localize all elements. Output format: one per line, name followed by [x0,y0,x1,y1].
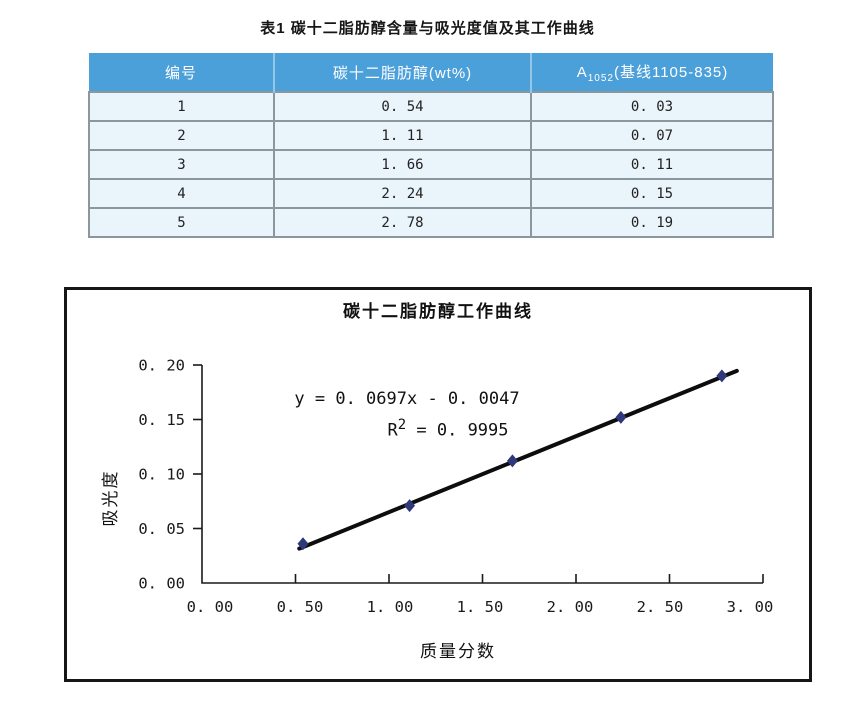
table-cell: 1. 11 [273,120,532,151]
table-row: 5 2. 78 0. 19 [88,207,774,238]
table-row: 2 1. 11 0. 07 [88,120,774,151]
x-tick-label: 2. 50 [637,598,684,616]
table-row: 3 1. 66 0. 11 [88,149,774,180]
table-header-row: 编号 碳十二脂肪醇(wt%) A1052(基线1105-835) [89,53,773,92]
table-row: 4 2. 24 0. 15 [88,178,774,209]
column-header-concentration: 碳十二脂肪醇(wt%) [273,53,531,92]
calibration-chart: 碳十二脂肪醇工作曲线 0. 00 0. 05 0. 10 0. 15 0. 20 0. 0… [64,287,812,682]
trendline [297,368,739,551]
table-cell: 0. 03 [530,91,774,122]
table-cell: 0. 07 [530,120,774,151]
r-squared-value: R2 = 0. 9995 [298,417,598,441]
table-cell: 0. 54 [273,91,532,122]
document-title: 表1 碳十二脂肪醇含量与吸光度值及其工作曲线 [260,20,595,37]
y-tick-label: 0. 05 [138,520,185,538]
column-header-absorbance: A1052(基线1105-835) [530,53,773,92]
y-axis-label: 吸光度 [101,469,120,527]
table-cell: 0. 19 [530,207,774,238]
data-point-marker [615,410,627,424]
x-tick-label: 3. 00 [727,598,774,616]
x-tick-label: 1. 50 [457,598,504,616]
data-point-marker [297,537,309,551]
table-cell: 1. 66 [273,149,532,180]
table-cell: 1 [88,91,275,122]
table-header: 编号 碳十二脂肪醇(wt%) A1052(基线1105-835) [89,53,773,92]
table-cell: 2. 24 [273,178,532,209]
x-tick-label: 2. 00 [547,598,594,616]
table-cell: 0. 11 [530,149,774,180]
x-tick-label: 0. 50 [277,598,324,616]
data-point-marker [716,369,728,383]
table-cell: 0. 15 [530,178,774,209]
r-symbol: R [387,420,398,441]
y-tick-label: 0. 00 [138,575,185,593]
data-point-marker [506,454,518,468]
chart-title: 碳十二脂肪醇工作曲线 [343,302,533,321]
data-table: 编号 碳十二脂肪醇(wt%) A1052(基线1105-835) 1 0. 54 0… [88,53,774,238]
table-cell: 3 [88,149,275,180]
x-tick-label: 1. 00 [367,598,414,616]
absorbance-subscript: 1052 [587,72,614,84]
table-row: 1 0. 54 0. 03 [88,91,774,122]
table-cell: 5 [88,207,275,238]
y-tick-label: 0. 20 [138,357,185,375]
table-cell: 4 [88,178,275,209]
column-header-id: 编号 [89,53,274,92]
table-cell: 2. 78 [273,207,532,238]
chart-svg: 0. 00 0. 05 0. 10 0. 15 0. 20 0. 00 0. 50 1. 00… [138,357,774,617]
x-tick-label: 0. 00 [187,598,234,616]
y-tick-label: 0. 10 [138,466,185,484]
r-superscript: 2 [397,417,407,433]
absorbance-symbol: A [576,63,588,81]
absorbance-baseline: (基线1105-835) [613,63,729,81]
data-point-marker [404,499,416,513]
r-squared-rest: = 0. 9995 [406,420,509,441]
x-axis-label: 质量分数 [420,642,496,661]
table-cell: 2 [88,120,275,151]
y-tick-label: 0. 15 [138,411,185,429]
trendline-equation: y = 0. 0697x - 0. 0047 [294,389,520,409]
table-body: 1 0. 54 0. 03 2 1. 11 0. 07 3 1. 66 0. 11 4 2. 24 0… [88,91,774,238]
